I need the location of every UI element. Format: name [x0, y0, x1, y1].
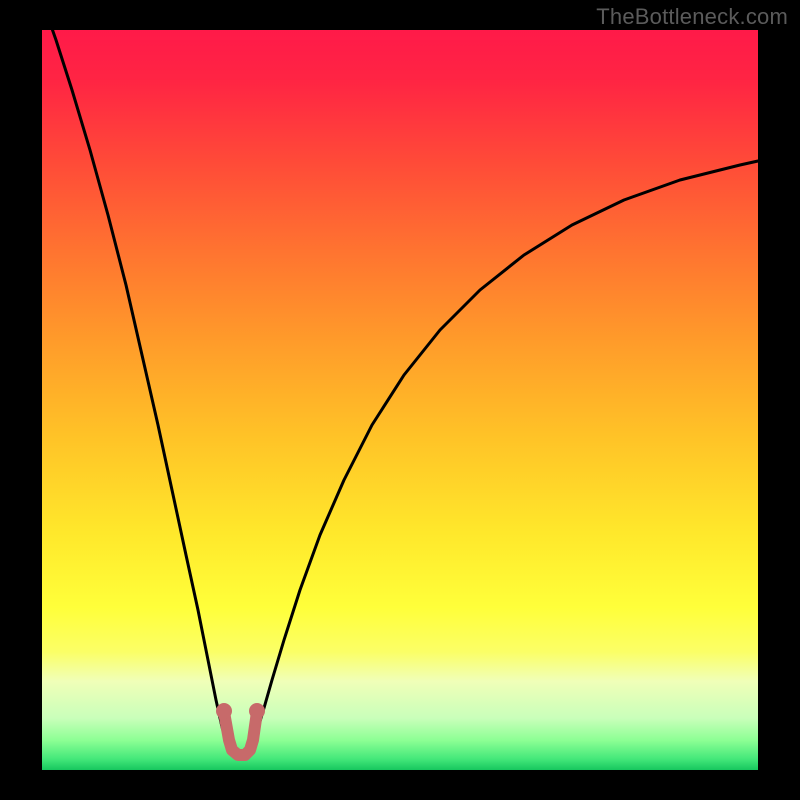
- valley-marker: [224, 712, 257, 755]
- valley-marker-dot-left: [216, 703, 232, 719]
- watermark-text: TheBottleneck.com: [596, 4, 788, 30]
- chart-container: TheBottleneck.com: [0, 0, 800, 800]
- curves-layer: [0, 0, 800, 800]
- valley-marker-dot-right: [249, 703, 265, 719]
- right-curve: [254, 161, 758, 740]
- left-curve: [42, 0, 226, 740]
